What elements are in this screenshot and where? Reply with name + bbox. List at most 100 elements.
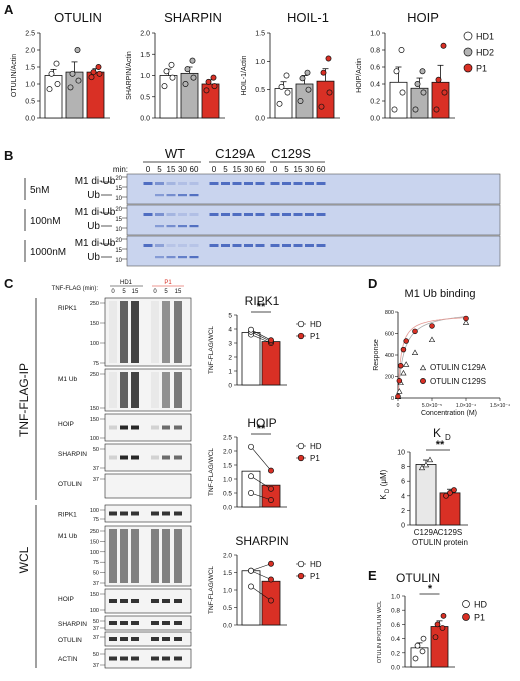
- group-label-b: C129S: [271, 146, 311, 161]
- legend-marker-c: [297, 560, 305, 568]
- legend-marker-a: [463, 31, 473, 41]
- y-axis-label-a-3: HOIP/Actin: [356, 58, 363, 93]
- mw-label-c: 250: [90, 529, 99, 535]
- band-diub-b: [189, 213, 199, 216]
- data-point-c129s: [463, 315, 469, 322]
- band-diub-b: [293, 182, 303, 185]
- band-diub-b: [221, 213, 230, 216]
- data-point-a: [90, 69, 97, 76]
- legend-label-c: P1: [310, 572, 320, 581]
- concentration-label-b: 5nM: [30, 185, 49, 196]
- band-c: [174, 599, 182, 603]
- band-c: [174, 637, 182, 641]
- legend-label-c: HD: [310, 560, 322, 569]
- data-point-a: [88, 74, 95, 81]
- band-diub-b: [305, 244, 314, 247]
- band-c: [131, 511, 139, 516]
- data-point-a: [46, 86, 53, 93]
- kd-ylabel-d: K: [379, 494, 388, 500]
- bar-a: [431, 81, 450, 119]
- y-tick-label-a: 1.0: [25, 82, 35, 89]
- band-diub-b: [221, 244, 230, 247]
- smear-c: [131, 301, 139, 363]
- legend-marker-c: [297, 320, 305, 328]
- data-point-c129s: [395, 393, 401, 400]
- pair-line-c: [250, 586, 272, 601]
- mw-label-b: 15: [115, 186, 122, 192]
- blot-label-c: ACTIN: [58, 656, 78, 663]
- smear-c: [174, 372, 182, 408]
- legend-label-c: HD: [310, 442, 322, 451]
- y-tick-label-c: 3: [228, 341, 232, 348]
- blot-label-c: HOIP: [58, 596, 74, 603]
- quant-ylabel-c: TNF-FLAG/WCL: [208, 448, 215, 496]
- category-label-kd: C129S: [438, 528, 462, 537]
- y-tick-label-a: 2.0: [140, 31, 150, 38]
- band-diub-b: [270, 182, 280, 185]
- sig-label-c: **: [257, 423, 266, 435]
- band-ub-b: [178, 194, 187, 197]
- band-diub-b: [270, 213, 280, 216]
- data-point-a: [54, 81, 61, 87]
- bar-e: [430, 626, 449, 668]
- data-point-a: [284, 89, 291, 96]
- mw-label-c: 50: [93, 571, 99, 577]
- bar-kd: [415, 464, 437, 526]
- smear-c: [151, 301, 159, 363]
- blot-label-c: M1 Ub: [58, 376, 78, 383]
- y-axis-label-a-2: HOIL-1/Actin: [241, 55, 248, 95]
- smear-c: [174, 301, 182, 363]
- data-point-a: [325, 55, 332, 62]
- band-diub-b: [282, 213, 291, 216]
- mw-label-c: 100: [90, 341, 99, 347]
- smear-c: [162, 301, 170, 363]
- data-point-e: [434, 621, 441, 628]
- y-tick-label-a: 1.0: [255, 59, 265, 66]
- band-ub-b: [166, 194, 176, 197]
- data-point-a: [441, 89, 448, 96]
- data-point-kd: [426, 456, 434, 463]
- band-ub-b: [155, 225, 164, 228]
- band-ub-b: [178, 225, 187, 228]
- data-point-a: [53, 60, 60, 67]
- data-point-c129a: [462, 319, 470, 325]
- y-axis-label-d: Response: [373, 339, 380, 371]
- band-c: [174, 511, 182, 516]
- data-point-hd-c: [248, 583, 254, 590]
- band-diub-b: [189, 244, 199, 247]
- data-point-a: [48, 70, 55, 77]
- y-tick-label-c: 0.0: [223, 505, 232, 512]
- time-label-b: 60: [256, 165, 265, 174]
- y-tick-label-a: 1.0: [370, 31, 380, 38]
- data-point-a: [297, 98, 304, 104]
- y-tick-label-a: 0.0: [140, 116, 150, 123]
- lane-time-c: 0: [111, 289, 115, 295]
- data-point-p1-c: [268, 597, 274, 604]
- pair-line-c: [250, 331, 272, 342]
- quant-title-c: RIPK1: [245, 294, 280, 308]
- data-point-a: [412, 106, 419, 113]
- data-point-hd-c: [248, 473, 254, 480]
- data-point-a: [419, 68, 426, 75]
- y-tick-label-a: 0.0: [25, 116, 35, 123]
- ip-label-c: TNF-FLAG-IP: [17, 363, 31, 437]
- blot-label-c: OTULIN: [58, 637, 82, 644]
- blot-label-c: M1 Ub: [58, 533, 78, 540]
- time-label-b: 15: [233, 165, 242, 174]
- band-diub-b: [255, 213, 265, 216]
- band-c: [174, 656, 182, 661]
- smear-c: [109, 529, 117, 583]
- data-point-a: [326, 89, 333, 96]
- blot-c: [104, 631, 192, 647]
- band-c: [162, 621, 170, 625]
- band-c: [162, 425, 170, 430]
- data-point-a: [74, 47, 81, 53]
- mw-label-b: 20: [115, 238, 122, 244]
- data-point-c129s: [397, 363, 404, 369]
- legend-marker-a: [463, 63, 473, 73]
- smear-c: [162, 529, 170, 583]
- time-label-b: 30: [244, 165, 253, 174]
- data-point-e: [414, 642, 421, 649]
- data-point-c129s: [403, 338, 409, 344]
- data-point-c129s: [412, 328, 418, 335]
